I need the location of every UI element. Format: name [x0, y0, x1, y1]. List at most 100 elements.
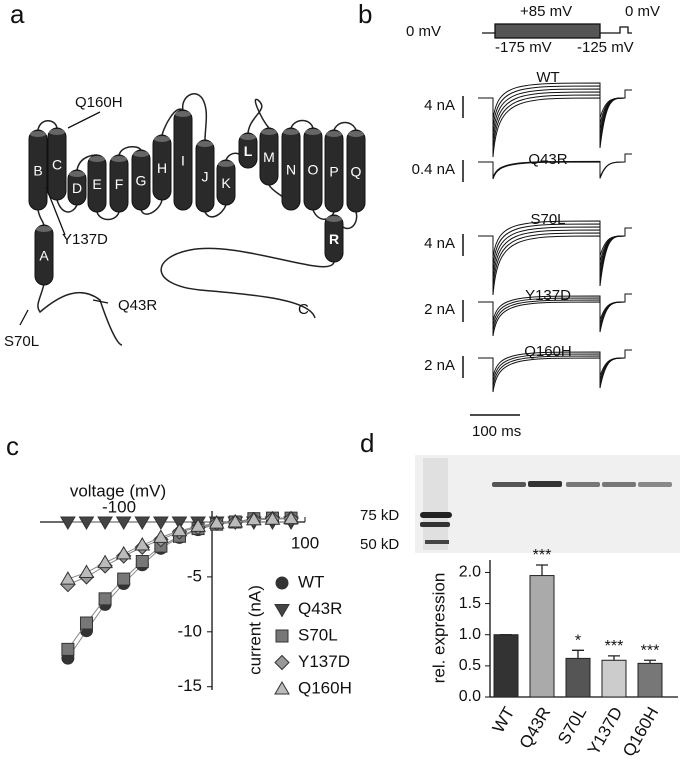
y-tick-label: 2.0	[459, 564, 481, 581]
legend-label: Q160H	[298, 678, 352, 697]
scale-label: 2 nA	[424, 357, 455, 374]
helix-top	[218, 161, 234, 167]
marker	[245, 511, 262, 526]
panel-label: c	[6, 431, 19, 461]
helix-top	[49, 129, 65, 135]
helix-label: G	[136, 173, 147, 189]
helix-label: R	[329, 231, 339, 247]
helix-top	[111, 156, 127, 162]
y-tick-label: -15	[177, 676, 202, 695]
x-axis-label: voltage (mV)	[70, 481, 166, 500]
helix	[109, 154, 129, 213]
time-scale-label: 100 ms	[472, 423, 521, 440]
marker	[78, 564, 95, 578]
helix-label: D	[72, 180, 82, 196]
mutation-label: Y137D	[62, 231, 108, 248]
helix-label: M	[263, 149, 275, 165]
helix	[324, 214, 344, 263]
marker	[115, 516, 132, 530]
helix	[152, 134, 172, 201]
y-tick-label: -5	[187, 566, 202, 585]
helix-label: J	[202, 169, 209, 185]
helix	[28, 129, 48, 211]
marker	[78, 516, 95, 530]
panel-label: d	[360, 428, 374, 458]
x-tick-label: S70L	[554, 704, 590, 748]
current-trace	[478, 349, 632, 378]
marker	[275, 629, 289, 643]
x-tick-label: Q43R	[516, 704, 555, 752]
bar	[601, 659, 627, 698]
marker	[171, 522, 188, 537]
helix	[324, 129, 344, 213]
marker	[60, 571, 76, 585]
helix-top	[261, 129, 277, 135]
blot	[415, 455, 680, 553]
helix	[173, 109, 193, 211]
marker	[208, 515, 225, 529]
x-tick-label: 100	[291, 533, 319, 552]
marker	[135, 555, 149, 569]
helix	[346, 129, 366, 213]
marker	[98, 592, 112, 606]
helix-label: N	[286, 162, 296, 178]
protocol-label: 0 mV	[625, 3, 660, 20]
y-axis-label: current (nA)	[245, 585, 264, 675]
legend-label: Y137D	[298, 652, 350, 671]
marker	[153, 529, 169, 543]
y-tick-label: 1.5	[459, 595, 481, 612]
panel-label: b	[358, 0, 372, 29]
significance: ***	[533, 547, 552, 564]
helix-top	[240, 134, 256, 140]
current-trace	[478, 220, 632, 258]
y-axis-label: rel. expression	[429, 573, 448, 684]
current-trace	[478, 153, 632, 178]
helix-top	[69, 171, 85, 177]
y-tick-label: -10	[177, 621, 202, 640]
y-tick-label: 1.0	[459, 626, 481, 643]
marker	[153, 516, 169, 530]
helix-label: E	[92, 176, 101, 192]
blot-marker: 50 kD	[360, 536, 399, 553]
helix-label: I	[181, 153, 185, 169]
helix-top	[283, 129, 299, 135]
protocol-label: -175 mV	[495, 39, 552, 56]
helix-top	[326, 216, 342, 222]
marker	[60, 516, 76, 530]
marker	[275, 576, 289, 590]
marker	[190, 518, 206, 532]
current-trace	[478, 227, 632, 296]
helix-label: B	[33, 163, 42, 179]
bar	[565, 657, 591, 698]
helix-top	[30, 131, 46, 137]
protocol-label: +85 mV	[520, 3, 572, 20]
marker	[134, 537, 151, 551]
x-tick-label: -100	[102, 497, 136, 516]
helix	[131, 149, 151, 211]
helix-top	[89, 156, 105, 162]
scale-label: 0.4 nA	[412, 161, 455, 178]
topology-loops	[37, 93, 358, 346]
significance: ***	[605, 638, 624, 655]
trace-label: Q43R	[528, 151, 567, 168]
helix-label: Q	[351, 164, 362, 180]
legend-label: Q43R	[298, 599, 342, 618]
helix	[216, 159, 236, 206]
marker	[274, 604, 290, 618]
y-tick-label: 0.0	[459, 688, 481, 705]
error-bar	[644, 659, 656, 664]
mutation-label: Q43R	[118, 297, 157, 314]
current-trace	[478, 82, 632, 120]
helix-label: L	[244, 143, 253, 159]
marker	[134, 516, 151, 530]
helix-top	[175, 111, 191, 117]
marker	[97, 516, 113, 530]
bar	[529, 575, 555, 698]
x-tick-label: Q160H	[619, 704, 662, 760]
marker	[97, 554, 113, 569]
significance: *	[575, 633, 581, 650]
error-bar	[572, 649, 584, 659]
trace-label: S70L	[530, 211, 565, 228]
helix	[34, 224, 54, 286]
